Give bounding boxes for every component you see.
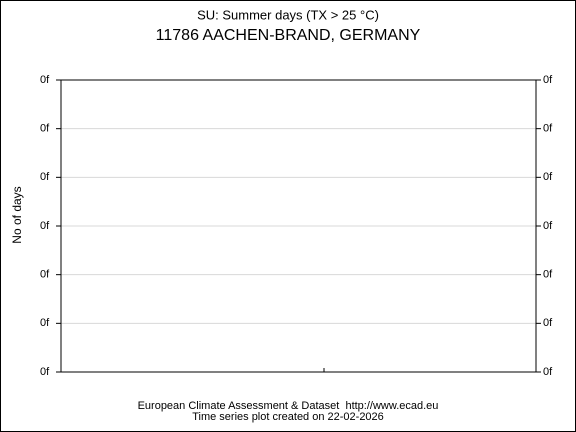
y2-tick-label: 0f — [543, 74, 553, 86]
footer: Time series plot created on 22-02-2026 — [192, 411, 384, 423]
plot-area — [60, 79, 537, 373]
chart-subtitle: 11786 AACHEN-BRAND, GERMANY — [156, 27, 421, 44]
chart-title: SU: Summer days (TX > 25 °C) — [197, 7, 379, 22]
y2-tick-label: 0f — [543, 123, 553, 135]
y-tick-label: 0f — [40, 74, 50, 86]
y-tick-label: 0f — [40, 123, 50, 135]
y2-tick-label: 0f — [543, 220, 553, 232]
footer: European Climate Assessment & Dataset ht… — [138, 400, 439, 412]
y-tick-label: 0f — [40, 366, 50, 378]
y2-tick-label: 0f — [543, 366, 553, 378]
y-tick-label: 0f — [40, 269, 50, 281]
y2-tick-label: 0f — [543, 269, 553, 281]
y-tick-label: 0f — [40, 317, 50, 329]
y2-tick-label: 0f — [543, 317, 553, 329]
y2-tick-label: 0f — [543, 171, 553, 183]
y-axis-label: No of days — [10, 186, 24, 243]
y-tick-label: 0f — [40, 220, 50, 232]
y-tick-label: 0f — [40, 171, 50, 183]
